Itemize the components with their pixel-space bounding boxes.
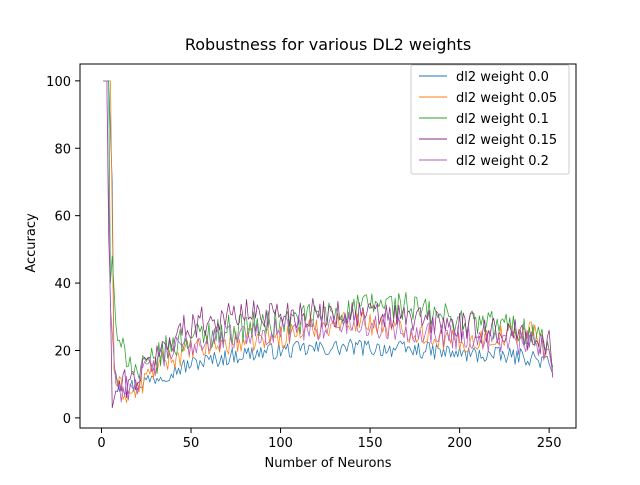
legend-label: dl2 weight 0.0 bbox=[456, 70, 549, 85]
x-axis-label: Number of Neurons bbox=[264, 456, 391, 471]
x-tick-label: 200 bbox=[447, 436, 472, 451]
x-tick-label: 100 bbox=[268, 436, 293, 451]
series-line-0 bbox=[103, 80, 554, 395]
chart-title: Robustness for various DL2 weights bbox=[185, 35, 471, 54]
legend-label: dl2 weight 0.1 bbox=[456, 112, 549, 127]
legend: dl2 weight 0.0 dl2 weight 0.05 dl2 weight … bbox=[410, 64, 570, 175]
legend-label: dl2 weight 0.15 bbox=[456, 133, 557, 148]
legend-box bbox=[410, 64, 570, 175]
y-tick-label: 40 bbox=[54, 277, 71, 292]
axes: 0 50 100 150 200 250 0 20 40 60 80 100 bbox=[46, 63, 577, 451]
x-tick-label: 150 bbox=[358, 436, 383, 451]
x-tick-label: 0 bbox=[97, 436, 105, 451]
plot-area bbox=[103, 80, 554, 409]
series-lines bbox=[103, 80, 554, 409]
x-tick-label: 250 bbox=[537, 436, 562, 451]
legend-label: dl2 weight 0.05 bbox=[456, 91, 557, 106]
y-tick-label: 0 bbox=[63, 412, 71, 427]
legend-label: dl2 weight 0.2 bbox=[456, 154, 549, 169]
y-tick-label: 80 bbox=[54, 142, 71, 157]
y-tick-label: 60 bbox=[54, 210, 71, 225]
y-tick-label: 100 bbox=[46, 75, 71, 90]
y-tick-label: 20 bbox=[54, 344, 71, 359]
series-line-1 bbox=[103, 80, 554, 403]
series-line-3 bbox=[103, 80, 554, 409]
axes-frame bbox=[79, 63, 577, 429]
x-tick-label: 50 bbox=[183, 436, 200, 451]
series-line-4 bbox=[103, 80, 554, 403]
y-axis-label: Accuracy bbox=[24, 213, 39, 273]
